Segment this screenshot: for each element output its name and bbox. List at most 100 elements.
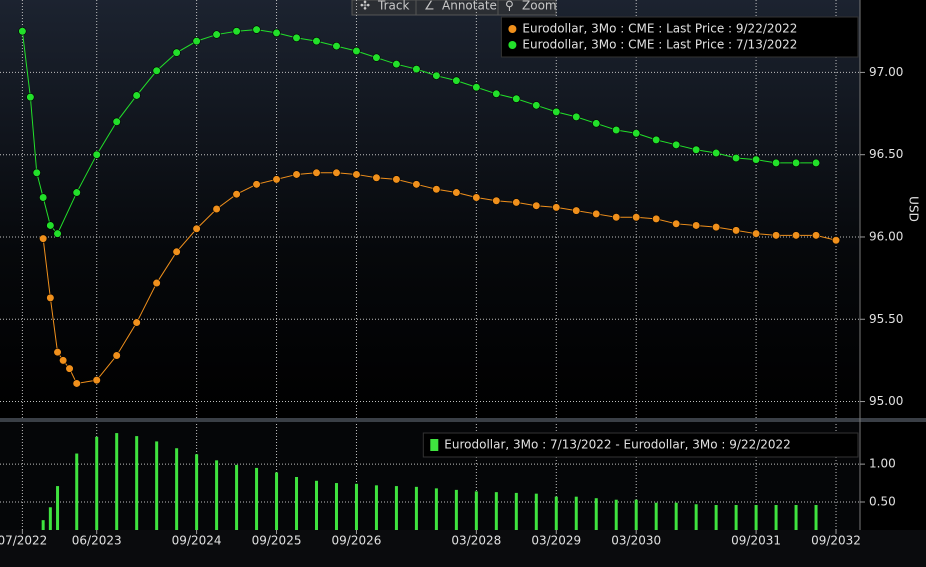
data-point xyxy=(132,318,141,327)
data-point xyxy=(252,25,261,34)
data-point xyxy=(172,247,181,256)
toolbar-label[interactable]: Track xyxy=(377,0,409,13)
data-point xyxy=(732,153,741,163)
data-point xyxy=(831,236,841,245)
data-point xyxy=(92,150,101,159)
data-point xyxy=(452,188,461,197)
y-tick-label: 0.50 xyxy=(869,494,896,508)
data-point xyxy=(272,28,281,38)
data-point xyxy=(332,168,341,177)
bar xyxy=(454,489,458,530)
data-point xyxy=(39,193,48,202)
bar xyxy=(155,441,159,530)
data-point xyxy=(612,125,621,135)
data-point xyxy=(692,145,701,154)
data-point xyxy=(46,293,55,302)
data-point xyxy=(352,46,361,56)
bar xyxy=(75,453,79,530)
legend-swatch xyxy=(508,25,517,33)
bar xyxy=(195,454,199,530)
data-point xyxy=(392,175,401,184)
bar xyxy=(794,505,798,530)
y-tick-label: 96.50 xyxy=(869,147,903,161)
bar xyxy=(694,504,698,530)
zoom-button[interactable] xyxy=(497,0,557,16)
x-tick-label: 09/2031 xyxy=(731,534,781,548)
bar xyxy=(56,486,60,530)
data-point xyxy=(652,135,661,144)
bar xyxy=(634,499,638,530)
data-point xyxy=(352,170,361,179)
data-point xyxy=(46,221,55,230)
data-point xyxy=(39,234,48,243)
bar xyxy=(814,505,818,530)
bar xyxy=(614,499,618,530)
legend-label: Eurodollar, 3Mo : 7/13/2022 - Eurodollar… xyxy=(444,438,791,452)
plot-background xyxy=(0,0,860,418)
data-point xyxy=(32,168,41,177)
data-point xyxy=(392,60,401,69)
data-point xyxy=(532,101,541,110)
y-tick-label: 97.00 xyxy=(869,65,903,79)
data-point xyxy=(292,33,301,42)
data-point xyxy=(791,158,801,168)
bar xyxy=(594,498,598,530)
data-point xyxy=(152,278,161,288)
x-tick-label: 09/2032 xyxy=(811,534,861,548)
legend-label: Eurodollar, 3Mo : CME : Last Price : 7/1… xyxy=(522,38,797,52)
data-point xyxy=(252,180,261,189)
data-point xyxy=(472,83,481,92)
bar xyxy=(474,491,478,530)
legend-label: Eurodollar, 3Mo : CME : Last Price : 9/2… xyxy=(522,22,797,36)
bar xyxy=(494,492,498,530)
bar xyxy=(315,480,319,530)
x-tick-label: 09/2024 xyxy=(172,534,222,548)
bar xyxy=(115,433,119,530)
data-point xyxy=(132,91,141,100)
data-point xyxy=(771,231,781,240)
bar xyxy=(654,502,658,530)
track-icon: ✣ xyxy=(360,0,370,13)
x-tick-label: 09/2025 xyxy=(252,534,302,548)
data-point xyxy=(152,66,161,75)
x-tick-label: 03/2030 xyxy=(611,534,661,548)
x-tick-label: 07/2022 xyxy=(0,534,47,548)
bar xyxy=(574,496,578,530)
bar xyxy=(414,486,418,530)
data-point xyxy=(292,170,301,179)
bar xyxy=(554,496,558,530)
data-point xyxy=(811,231,821,240)
data-point xyxy=(632,213,641,222)
toolbar-label[interactable]: Annotate xyxy=(442,0,497,13)
data-point xyxy=(72,188,81,197)
data-point xyxy=(412,65,421,74)
legend-box xyxy=(500,16,859,58)
data-point xyxy=(332,41,341,51)
y-tick-label: 1.00 xyxy=(869,457,896,471)
x-tick-label: 03/2028 xyxy=(451,534,501,548)
data-point xyxy=(712,148,721,158)
data-point xyxy=(552,203,561,212)
data-point xyxy=(572,112,581,121)
data-point xyxy=(771,158,781,168)
data-point xyxy=(212,30,221,39)
data-point xyxy=(732,226,741,235)
bar xyxy=(714,505,718,530)
legend-swatch xyxy=(430,439,439,451)
data-point xyxy=(512,198,521,207)
data-point xyxy=(472,193,481,202)
data-point xyxy=(751,229,761,238)
bar xyxy=(754,505,758,530)
data-point xyxy=(312,168,321,177)
bar xyxy=(394,486,398,530)
data-point xyxy=(18,27,27,36)
data-point xyxy=(612,213,621,222)
bar xyxy=(734,505,738,530)
bar xyxy=(255,467,259,530)
toolbar-label[interactable]: Zoom xyxy=(522,0,557,13)
data-point xyxy=(53,348,62,357)
legend: Eurodollar, 3Mo : CME : Last Price : 9/2… xyxy=(500,16,859,58)
data-point xyxy=(512,94,521,103)
data-point xyxy=(492,196,501,205)
data-point xyxy=(412,180,421,189)
